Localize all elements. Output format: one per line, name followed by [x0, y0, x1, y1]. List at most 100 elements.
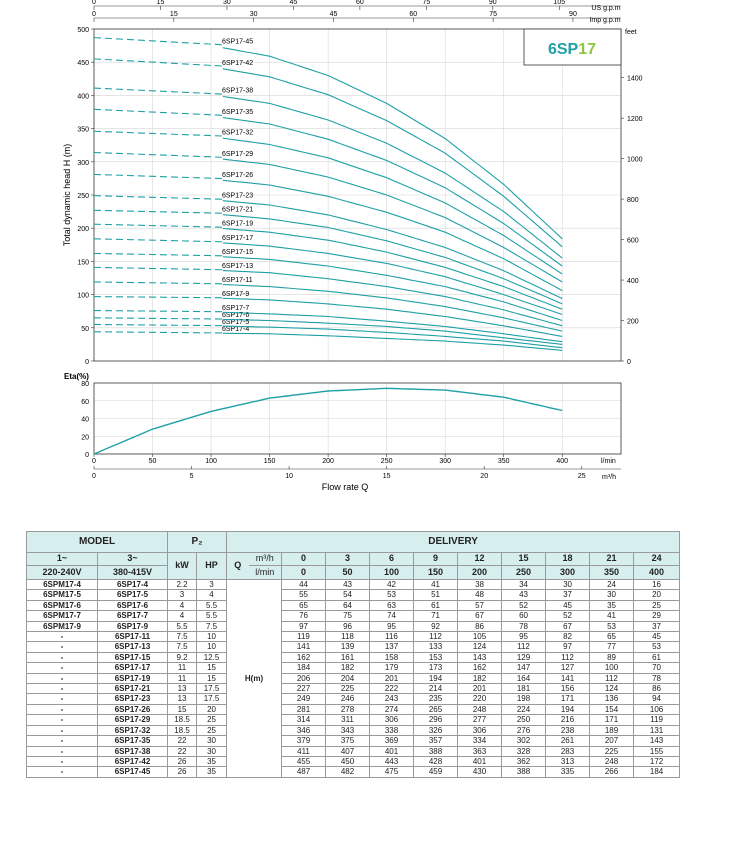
head-value: 61 — [413, 599, 459, 612]
head-value: 65 — [589, 631, 635, 643]
table-row: -6SP17-42 26 35 455 450 443 428 401 362 313 248 172 — [26, 755, 681, 768]
spec-table: MODEL P₂ DELIVERY 1~ 3~ kW HP Q m³/h 0 3… — [25, 531, 681, 778]
head-value: 43 — [325, 578, 371, 591]
head-value: 171 — [589, 714, 635, 726]
head-value: 265 — [413, 703, 459, 716]
lmin-value: 300 — [545, 565, 591, 580]
head-curve — [222, 325, 563, 349]
head-value: 112 — [413, 631, 459, 643]
head-value: 127 — [545, 662, 591, 674]
m3h-value: 24 — [633, 552, 681, 566]
head-value: 53 — [369, 589, 415, 601]
head-value: 277 — [457, 714, 503, 726]
head-value: 311 — [325, 714, 371, 726]
single-phase-model: - — [26, 735, 98, 747]
head-value: 51 — [413, 589, 459, 601]
series-label: 6SP17-26 — [222, 172, 253, 179]
head-curve-dashed — [93, 323, 223, 327]
head-value: 283 — [545, 745, 591, 757]
three-phase-model: 6SP17-38 — [96, 745, 169, 757]
head-value: 35 — [589, 599, 635, 612]
power-hp: 20 — [196, 703, 228, 716]
head-value: 428 — [413, 755, 459, 768]
table-row: -6SP17-26 15 20 281 278 274 265 248 224 194 154 106 — [26, 703, 681, 716]
head-value: 443 — [369, 755, 415, 768]
y-tick-label: 0 — [85, 359, 89, 366]
power-kw: 18.5 — [167, 714, 198, 726]
head-value: 65 — [281, 599, 327, 612]
head-curve — [222, 311, 563, 343]
power-hp: 15 — [196, 662, 228, 674]
three-phase-model: 6SP17-19 — [96, 672, 169, 685]
head-value: 112 — [501, 641, 547, 653]
head-curve-dashed — [93, 87, 223, 95]
head-value: 112 — [545, 651, 591, 664]
head-value: 225 — [589, 745, 635, 757]
eta-plot-frame — [93, 382, 622, 455]
head-value: 154 — [589, 703, 635, 716]
top-flow-axes: 0 15 30 45 60 75 90 105 0 15 30 45 60 75 90 — [92, 0, 621, 22]
head-y-ticks: 0 50 100 150 200 250 300 350 400 450 500 — [77, 27, 94, 366]
head-value: 124 — [457, 641, 503, 653]
usgpm-tick-label: 105 — [553, 0, 565, 6]
head-value: 143 — [457, 651, 503, 664]
head-value: 71 — [413, 610, 459, 622]
head-value: 97 — [545, 641, 591, 653]
power-hp: 35 — [196, 755, 228, 768]
series-label: 6SP17-45 — [222, 39, 253, 46]
single-phase-model: 6SPM17-7 — [26, 610, 98, 622]
table-row: -6SP17-11 7.5 10 119 118 116 112 105 95 82 65 45 — [26, 631, 681, 643]
power-kw: 4 — [167, 599, 198, 612]
m3h-value: 15 — [501, 552, 547, 566]
head-curve — [222, 227, 563, 310]
power-hp: 7.5 — [196, 620, 228, 633]
lmin-tick-label: 400 — [556, 458, 568, 465]
power-hp: 30 — [196, 745, 228, 757]
three-phase-model: 6SP17-45 — [96, 766, 169, 778]
head-curve — [222, 158, 563, 283]
head-value: 334 — [457, 735, 503, 747]
head-value: 184 — [281, 662, 327, 674]
head-value: 182 — [457, 672, 503, 685]
head-value: 482 — [325, 766, 371, 778]
head-value: 96 — [325, 620, 371, 633]
hp-header: HP — [196, 552, 228, 580]
model-badge — [523, 28, 622, 66]
power-hp: 25 — [196, 714, 228, 726]
head-value: 24 — [589, 578, 635, 591]
head-value: 45 — [633, 631, 681, 643]
single-phase-model: - — [26, 683, 98, 695]
head-value: 401 — [369, 745, 415, 757]
head-value: 89 — [589, 651, 635, 664]
q-header: Q — [226, 552, 249, 580]
head-value: 194 — [545, 703, 591, 716]
head-value: 37 — [545, 589, 591, 601]
lmin-value: 250 — [501, 565, 547, 580]
lmin-tick-label: 50 — [149, 458, 157, 465]
series-label: 6SP17-17 — [222, 235, 253, 242]
head-curve — [222, 242, 563, 316]
head-value: 161 — [325, 651, 371, 664]
head-curve — [222, 283, 563, 332]
eta-y-ticks: 0 20 40 60 80 — [81, 381, 89, 459]
head-value: 194 — [413, 672, 459, 685]
head-curve — [222, 95, 563, 259]
single-phase-model: - — [26, 766, 98, 778]
head-value: 250 — [501, 714, 547, 726]
impgpm-tick-label: 60 — [409, 11, 417, 18]
head-value: 184 — [633, 766, 681, 778]
y-tick-label: 200 — [77, 226, 89, 233]
head-curve-dashed — [93, 309, 223, 313]
power-kw: 22 — [167, 745, 198, 757]
power-kw: 11 — [167, 662, 198, 674]
head-value: 235 — [413, 693, 459, 705]
single-phase-model: - — [26, 703, 98, 716]
y-tick-label: 250 — [77, 193, 89, 200]
lmin-tick-label: 200 — [322, 458, 334, 465]
head-value: 249 — [281, 693, 327, 705]
head-value: 94 — [633, 693, 681, 705]
usgpm-tick-label: 15 — [157, 0, 165, 6]
model-header: MODEL — [25, 531, 169, 553]
eta-curve — [93, 387, 563, 455]
